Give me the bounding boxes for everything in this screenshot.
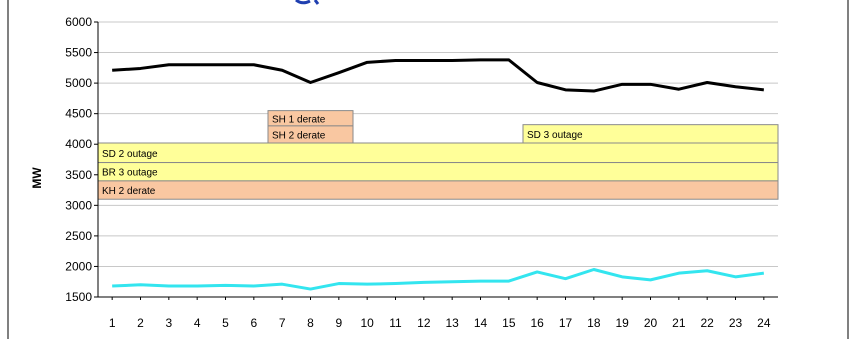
- outage-box-label-3: SD 2 outage: [102, 149, 158, 160]
- x-tick-label-22: 22: [700, 316, 714, 330]
- outage-box-4: [97, 162, 779, 182]
- cropped-title-fragment: [295, 0, 320, 5]
- x-tick-label-15: 15: [502, 316, 516, 330]
- y-axis-label: MW: [30, 167, 44, 189]
- outage-box-label-4: BR 3 outage: [102, 168, 158, 179]
- x-tick-label-7: 7: [279, 316, 286, 330]
- x-tick-label-18: 18: [587, 316, 601, 330]
- y-tick-label-5500: 5500: [65, 46, 92, 60]
- series-line-0: [112, 58, 764, 93]
- y-tick-label-2500: 2500: [65, 229, 92, 243]
- y-tick-label-1500: 1500: [65, 290, 92, 304]
- x-tick-label-2: 2: [137, 316, 144, 330]
- x-tick-label-3: 3: [165, 316, 172, 330]
- outage-box-label-1: SH 2 derate: [272, 130, 326, 141]
- x-tick-label-10: 10: [360, 316, 374, 330]
- x-tick-label-5: 5: [222, 316, 229, 330]
- x-tick-label-1: 1: [109, 316, 116, 330]
- x-tick-label-13: 13: [445, 316, 459, 330]
- y-tick-label-5000: 5000: [65, 76, 92, 90]
- outage-box-label-2: SD 3 outage: [527, 130, 583, 141]
- y-tick-label-3000: 3000: [65, 198, 92, 212]
- x-tick-label-24: 24: [757, 316, 771, 330]
- x-tick-label-4: 4: [194, 316, 201, 330]
- x-tick-label-6: 6: [250, 316, 257, 330]
- y-tick-label-6000: 6000: [65, 15, 92, 29]
- x-tick-label-8: 8: [307, 316, 314, 330]
- series-lines: [112, 58, 765, 291]
- y-tick-label-4000: 4000: [65, 137, 92, 151]
- x-tick-label-23: 23: [729, 316, 743, 330]
- x-tick-label-12: 12: [417, 316, 431, 330]
- x-tick-label-17: 17: [559, 316, 573, 330]
- x-tick-label-14: 14: [474, 316, 488, 330]
- outage-box-label-0: SH 1 derate: [272, 114, 326, 125]
- x-tick-label-19: 19: [615, 316, 629, 330]
- outage-boxes: SH 1 derate SH 2 derate SD 3 outage SD 2 ou…: [97, 110, 779, 200]
- outage-box-5: [97, 180, 779, 200]
- x-tick-label-11: 11: [389, 316, 402, 330]
- axes: 1500 2000 2500 3000 3500 4000 4500 5000 5500 6000…: [65, 15, 778, 330]
- series-line-1: [112, 268, 765, 291]
- x-tick-label-20: 20: [644, 316, 658, 330]
- outage-box-label-5: KH 2 derate: [102, 186, 156, 197]
- y-tick-label-2000: 2000: [65, 259, 92, 273]
- y-tick-label-3500: 3500: [65, 168, 92, 182]
- x-tick-label-9: 9: [335, 316, 342, 330]
- outage-box-3: [97, 142, 779, 164]
- y-tick-label-4500: 4500: [65, 107, 92, 121]
- x-tick-label-21: 21: [672, 316, 686, 330]
- x-tick-label-16: 16: [530, 316, 544, 330]
